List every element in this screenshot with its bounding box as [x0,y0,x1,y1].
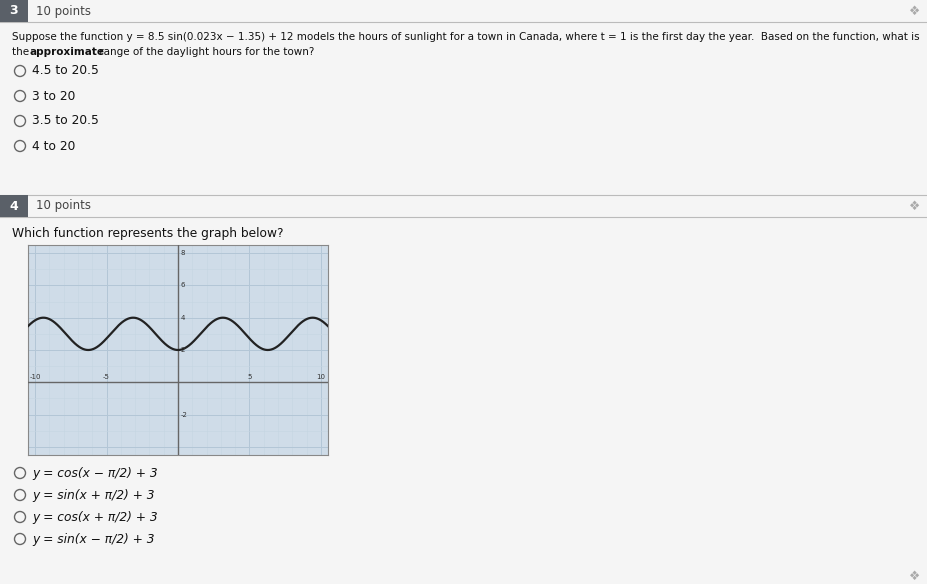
Text: 4: 4 [181,315,185,321]
Text: 4.5 to 20.5: 4.5 to 20.5 [32,64,99,78]
Bar [0,195,28,217]
Text: 3: 3 [9,5,19,18]
Text: 10: 10 [316,374,325,380]
Text: 4 to 20: 4 to 20 [32,140,75,152]
Text: -2: -2 [181,412,187,418]
Text: -10: -10 [30,374,41,380]
Text: y = cos(x + π/2) + 3: y = cos(x + π/2) + 3 [32,510,158,523]
Text: the: the [12,47,32,57]
Text: y = cos(x − π/2) + 3: y = cos(x − π/2) + 3 [32,467,158,479]
Text: y = sin(x − π/2) + 3: y = sin(x − π/2) + 3 [32,533,154,545]
Text: 10 points: 10 points [36,5,91,18]
Text: 3.5 to 20.5: 3.5 to 20.5 [32,114,99,127]
Text: -5: -5 [103,374,110,380]
Text: approximate: approximate [30,47,105,57]
Text: 2: 2 [181,347,185,353]
Text: 3 to 20: 3 to 20 [32,89,75,103]
Text: 10 points: 10 points [36,200,91,213]
Text: range of the daylight hours for the town?: range of the daylight hours for the town… [95,47,314,57]
Text: y = sin(x + π/2) + 3: y = sin(x + π/2) + 3 [32,488,154,502]
Text: ❖: ❖ [908,200,920,213]
Bar [0,0,28,22]
Text: ❖: ❖ [908,569,920,582]
Text: ❖: ❖ [908,5,920,18]
Text: Which function represents the graph below?: Which function represents the graph belo… [12,227,283,240]
Text: 6: 6 [181,283,185,288]
Text: 4: 4 [9,200,19,213]
Text: 5: 5 [247,374,251,380]
Text: 8: 8 [181,250,185,256]
Text: Suppose the function y = 8.5 sin(0.023x − 1.35) + 12 models the hours of sunligh: Suppose the function y = 8.5 sin(0.023x … [12,32,919,42]
